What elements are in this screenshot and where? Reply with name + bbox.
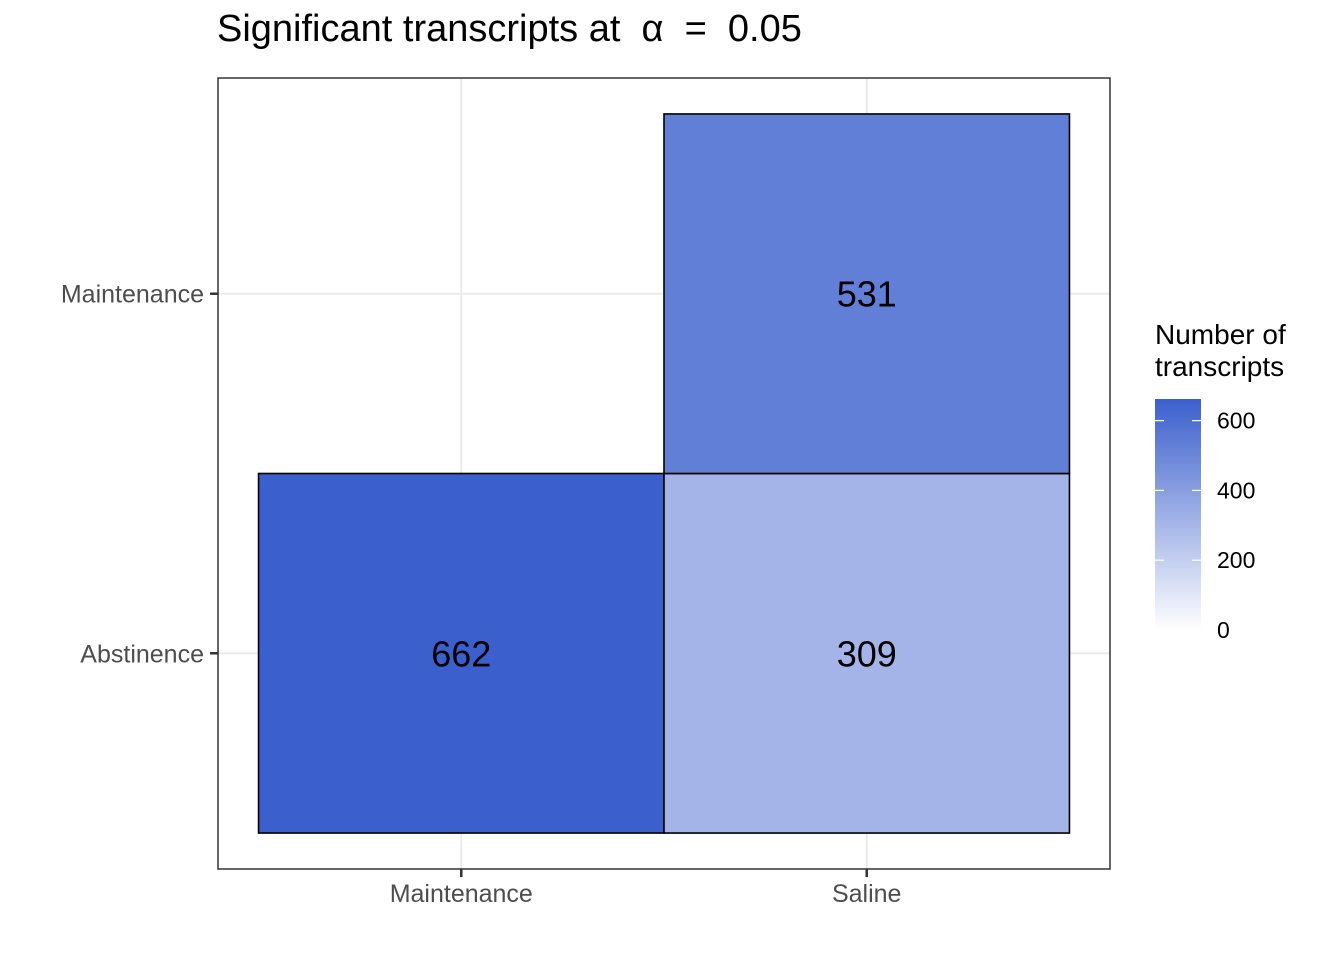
cell-value-label: 531 (837, 274, 897, 315)
heatmap-tile (663, 472, 1071, 834)
cell-value-label: 662 (431, 633, 491, 674)
legend-tick-label: 0 (1217, 617, 1230, 643)
legend-tick-label: 200 (1217, 547, 1255, 573)
cell-value-label: 309 (837, 633, 897, 674)
legend-tick-label: 400 (1217, 477, 1255, 503)
chart-title: Significant transcripts at α = 0.05 (217, 8, 802, 50)
y-axis-tick-label: Maintenance (61, 281, 204, 309)
legend-title-line: Number of (1155, 319, 1286, 350)
heatmap-tile (257, 472, 665, 834)
x-axis-tick-label: Saline (832, 880, 902, 908)
legend-title-line: transcripts (1155, 351, 1284, 382)
heatmap-tile (663, 113, 1071, 475)
x-axis-tick-label: Maintenance (390, 880, 533, 908)
legend-colorbar (1155, 399, 1201, 630)
legend-tick-label: 600 (1217, 408, 1255, 434)
plot-border (217, 77, 1111, 870)
y-axis-tick-label: Abstinence (80, 640, 204, 668)
